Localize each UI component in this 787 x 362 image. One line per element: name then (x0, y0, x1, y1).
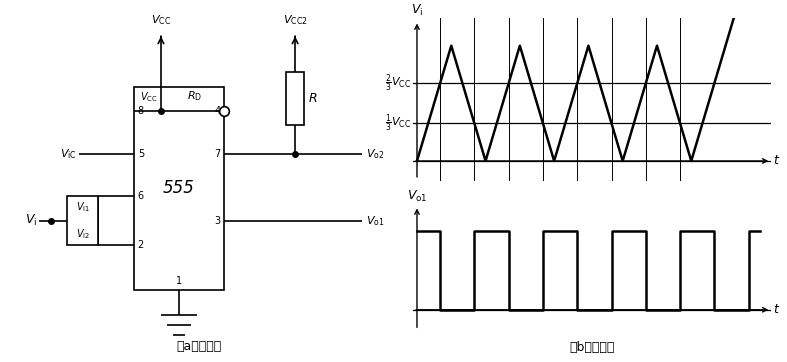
Text: 7: 7 (214, 149, 220, 159)
Text: $V_{\mathrm{CC2}}$: $V_{\mathrm{CC2}}$ (283, 13, 308, 27)
Text: （b）波形图: （b）波形图 (569, 341, 615, 354)
Text: $V_{\mathrm{i}}$: $V_{\mathrm{i}}$ (25, 213, 38, 228)
Text: $t$: $t$ (773, 303, 780, 316)
Text: $\frac{2}{3}V_{\mathrm{CC}}$: $\frac{2}{3}V_{\mathrm{CC}}$ (386, 72, 412, 94)
Text: 5: 5 (138, 149, 144, 159)
Bar (67, 196, 98, 245)
Text: $V_{\mathrm{i}}$: $V_{\mathrm{i}}$ (411, 3, 423, 18)
Text: $V_{\mathrm{o1}}$: $V_{\mathrm{o1}}$ (366, 214, 385, 228)
Text: $V_{\mathrm{i1}}$: $V_{\mathrm{i1}}$ (76, 200, 90, 214)
Text: $\frac{1}{3}V_{\mathrm{CC}}$: $\frac{1}{3}V_{\mathrm{CC}}$ (386, 113, 412, 134)
Text: $V_{\mathrm{CC}}$: $V_{\mathrm{CC}}$ (151, 13, 171, 27)
Text: 4: 4 (214, 106, 220, 116)
Text: 8: 8 (138, 106, 144, 116)
Text: $V_{\mathrm{o1}}$: $V_{\mathrm{o1}}$ (407, 189, 427, 204)
Text: 3: 3 (214, 216, 220, 226)
Text: $R_{\mathrm{D}}$: $R_{\mathrm{D}}$ (187, 89, 202, 103)
Text: $V_{\mathrm{CC}}$: $V_{\mathrm{CC}}$ (140, 90, 157, 104)
Text: $V_{\mathrm{o2}}$: $V_{\mathrm{o2}}$ (366, 147, 385, 161)
Text: 555: 555 (163, 179, 195, 197)
Text: （a）电路图: （a）电路图 (176, 340, 221, 353)
Text: $V_{\mathrm{i2}}$: $V_{\mathrm{i2}}$ (76, 228, 90, 241)
Bar (134, 87, 224, 290)
Bar (286, 72, 304, 125)
Text: 2: 2 (138, 240, 144, 250)
Text: $t$: $t$ (773, 155, 780, 168)
Text: $R$: $R$ (308, 92, 317, 105)
Text: 1: 1 (176, 275, 182, 286)
Text: $V_{\mathrm{iC}}$: $V_{\mathrm{iC}}$ (60, 147, 77, 161)
Text: 6: 6 (138, 191, 144, 201)
